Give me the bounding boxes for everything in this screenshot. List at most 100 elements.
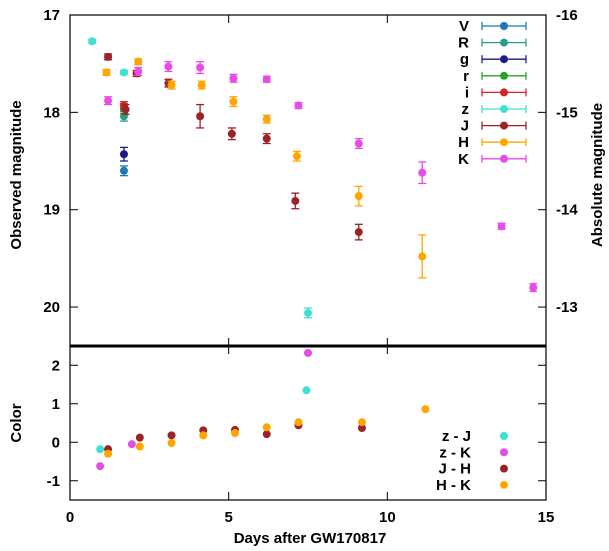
data-point-k — [354, 139, 363, 148]
data-point-k — [262, 75, 271, 84]
x-tick-label: 10 — [379, 509, 396, 526]
color-point-h-k — [294, 418, 303, 427]
legend-label: r — [463, 68, 469, 85]
color-point-j-h — [135, 433, 144, 442]
legend-marker — [500, 138, 508, 147]
y-tick-label: 1 — [52, 396, 60, 413]
color-point-h-k — [167, 439, 176, 448]
y-tick-label: 2 — [52, 357, 60, 374]
data-point-j — [354, 228, 363, 237]
data-point-j — [196, 112, 205, 121]
legend-label: K — [458, 151, 469, 168]
color-point-z-k — [96, 462, 105, 471]
color-point-h-k — [357, 418, 366, 427]
y2-tick-label: -13 — [556, 299, 578, 316]
data-point-k — [529, 283, 538, 292]
legend-marker — [500, 22, 508, 30]
y2-tick-label: -16 — [556, 7, 578, 24]
data-point-j — [104, 52, 113, 61]
data-point-k — [229, 74, 238, 83]
legend-marker — [500, 88, 508, 97]
y-tick-label: 19 — [43, 202, 60, 219]
legend-marker — [500, 154, 508, 163]
legend-marker — [500, 480, 508, 489]
color-point-h-k — [104, 449, 113, 458]
data-point-g — [119, 150, 128, 159]
x-tick-label: 5 — [224, 509, 232, 526]
color-point-z-j — [302, 386, 311, 395]
x-tick-label: 15 — [538, 509, 555, 526]
legend-label: z - J — [442, 428, 471, 445]
data-point-z — [88, 37, 97, 46]
data-marks — [88, 37, 538, 471]
legend-marker — [500, 432, 508, 440]
data-point-z — [119, 68, 128, 77]
y-tick-label: 18 — [43, 104, 60, 121]
data-point-j — [121, 105, 130, 114]
data-point-k — [134, 67, 143, 76]
y-tick-label: 17 — [43, 7, 60, 24]
data-point-h — [229, 97, 238, 106]
legend-label: H - K — [436, 477, 471, 494]
color-point-h-k — [199, 431, 208, 440]
y-tick-label: 0 — [52, 434, 60, 451]
data-point-k — [497, 222, 506, 231]
axis-ticks: 0 5 10 15 17 18 19 20 -16 -15 -14 -13 -1 0 1 2 — [43, 7, 578, 526]
data-point-z — [304, 308, 312, 317]
color-point-j-h — [262, 430, 271, 439]
data-point-h — [292, 152, 301, 161]
legend-marker — [500, 464, 508, 473]
y-axis-label-top: Observed magnitude — [8, 100, 25, 249]
y2-tick-label: -15 — [556, 104, 578, 121]
color-point-h-k — [262, 423, 271, 432]
legend-label: J - H — [438, 461, 471, 478]
bottom-plot-frame — [69, 345, 547, 501]
data-point-v — [119, 166, 128, 175]
color-point-h-k — [231, 429, 240, 438]
y-tick-label: 20 — [43, 299, 60, 316]
legend-label: J — [461, 118, 469, 135]
legend-label: i — [465, 84, 469, 101]
color-point-h-k — [135, 442, 144, 451]
y-axis-label-bottom: Color — [8, 403, 25, 442]
legend-marker — [500, 105, 508, 113]
legend-marker — [500, 55, 508, 64]
legend-label: R — [458, 35, 469, 52]
data-point-k — [294, 101, 303, 110]
x-axis-label: Days after GW170817 — [234, 530, 387, 547]
legend-label: V — [459, 18, 469, 35]
color-point-z-k — [304, 348, 312, 357]
color-point-h-k — [421, 405, 430, 414]
plot-frames — [69, 14, 547, 501]
legend-label: z - K — [439, 444, 471, 461]
data-point-k — [164, 62, 173, 71]
y-tick-label: -1 — [47, 473, 60, 490]
legend-label: z — [462, 101, 470, 118]
data-point-k — [104, 96, 113, 105]
legend-label: g — [460, 51, 469, 68]
data-point-h — [167, 81, 176, 90]
legend-marker — [500, 448, 508, 457]
y2-tick-label: -14 — [556, 202, 578, 219]
data-point-h — [262, 115, 271, 124]
data-point-j — [291, 196, 300, 205]
legend-marker — [500, 121, 508, 130]
data-point-k — [418, 168, 427, 177]
data-point-h — [197, 81, 206, 90]
color-point-z-k — [127, 440, 136, 449]
data-point-h — [134, 57, 143, 66]
legend-marker — [500, 71, 508, 80]
color-point-j-h — [167, 431, 176, 440]
legend-marker — [500, 38, 508, 47]
data-point-h — [102, 68, 111, 77]
data-point-j — [227, 129, 236, 138]
x-tick-label: 0 — [66, 509, 74, 526]
data-point-k — [196, 63, 205, 72]
data-point-h — [354, 192, 363, 201]
y2-axis-label-top: Absolute magnitude — [589, 103, 606, 247]
color-point-z-j — [96, 445, 105, 454]
data-point-j — [262, 134, 271, 143]
data-point-h — [418, 252, 427, 261]
